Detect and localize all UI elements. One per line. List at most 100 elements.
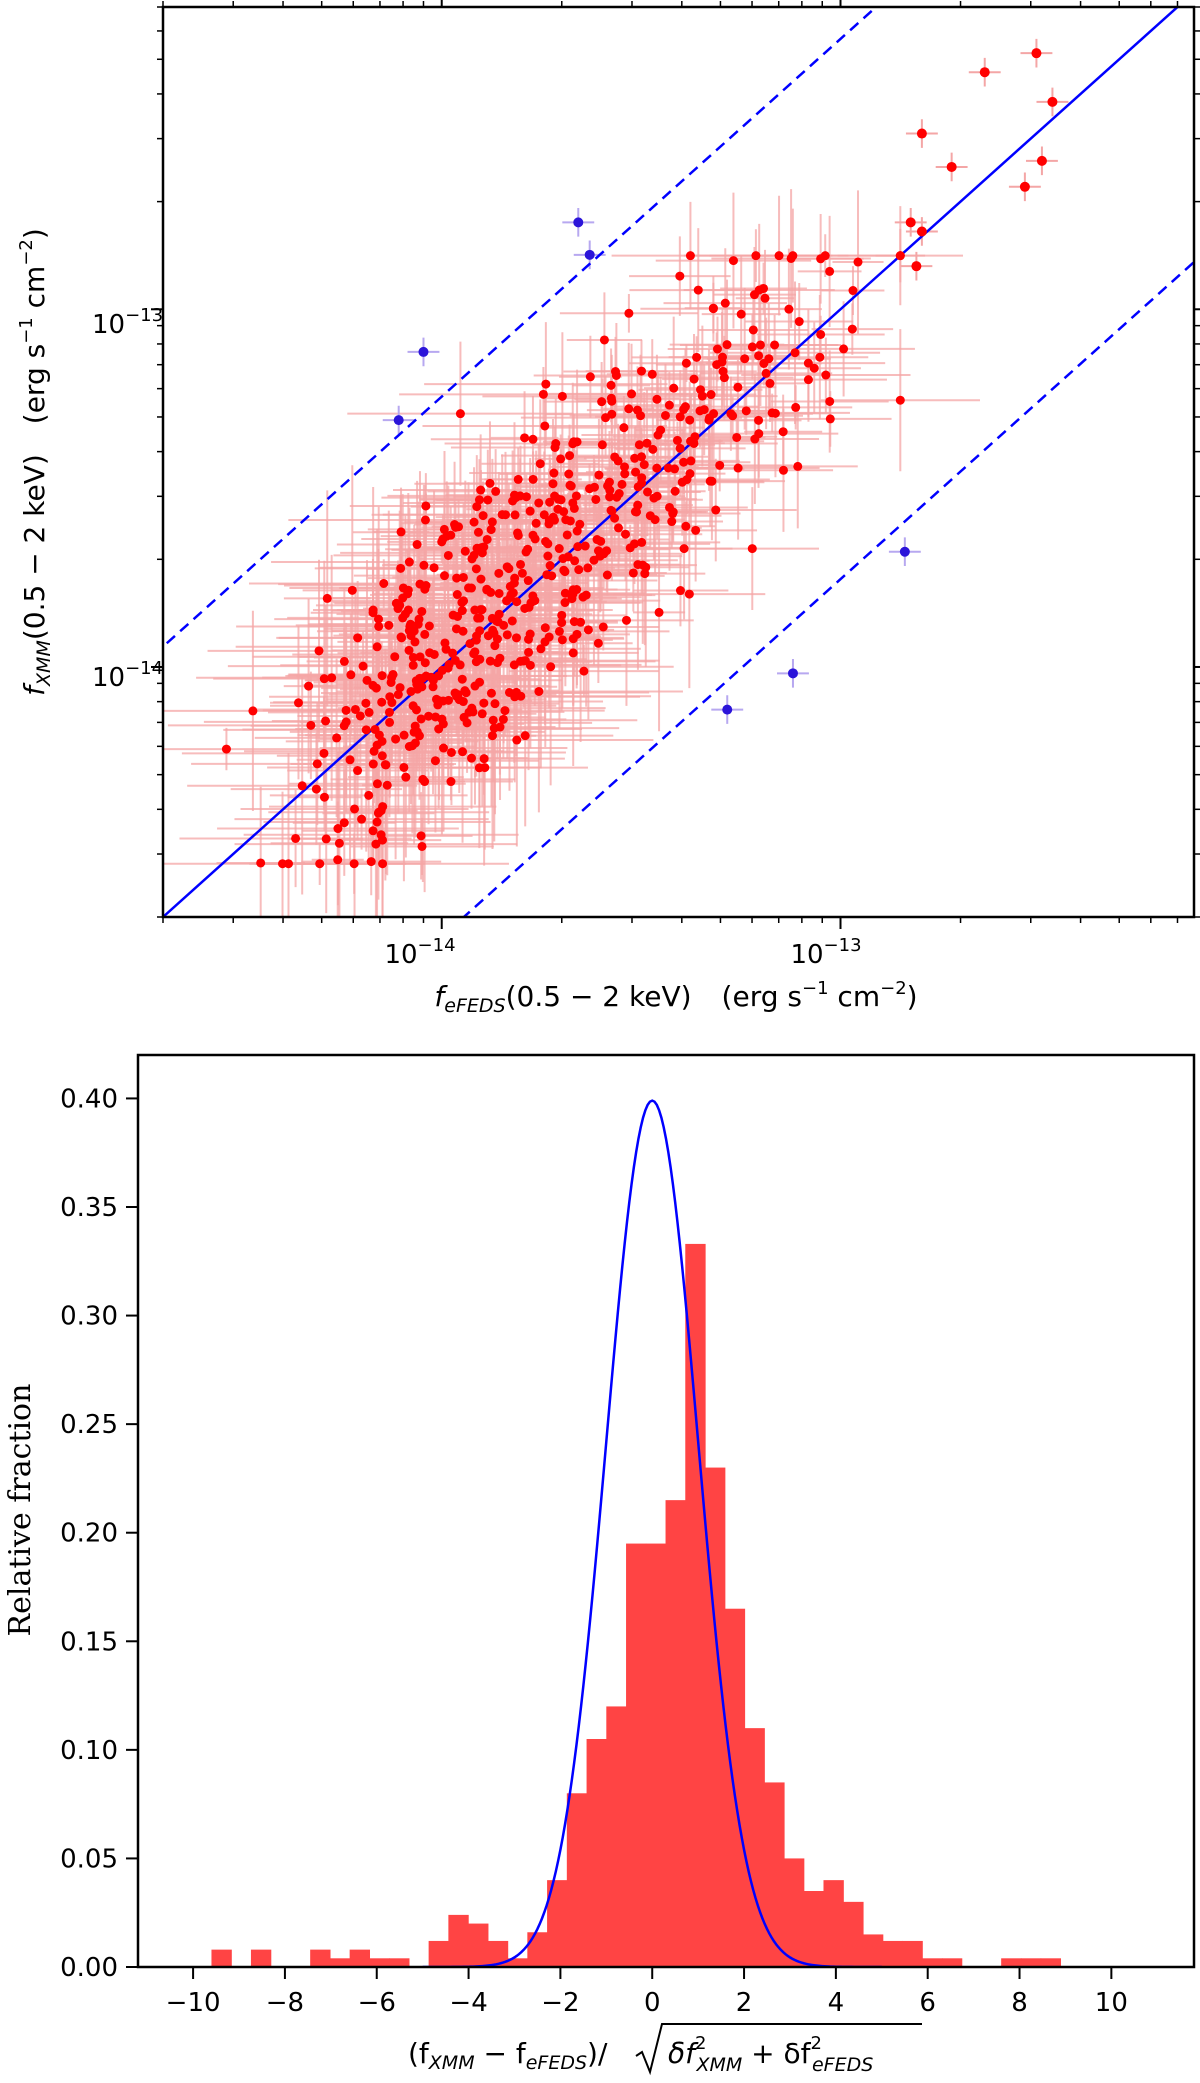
histogram-bar — [389, 1958, 410, 1967]
data-point — [554, 544, 564, 554]
data-point — [594, 470, 604, 480]
data-point — [471, 564, 481, 574]
data-point — [578, 592, 588, 602]
data-point — [825, 414, 835, 424]
scatter-y-axis-label: fXMM(0.5 − 2 keV)(erg s−1 cm−2) — [16, 228, 55, 696]
data-point — [370, 724, 380, 734]
data-point — [416, 831, 426, 841]
data-point — [528, 474, 538, 484]
data-point — [417, 606, 427, 616]
y-tick-label: 0.15 — [60, 1627, 118, 1657]
data-point — [551, 439, 561, 449]
data-point — [358, 661, 368, 671]
data-point — [916, 226, 927, 237]
data-point — [568, 648, 578, 658]
data-point — [670, 486, 680, 496]
reference-lines — [163, 7, 1194, 917]
data-point — [733, 382, 743, 392]
data-point — [728, 256, 738, 266]
data-point — [684, 589, 694, 599]
data-point — [452, 590, 462, 600]
histogram-panel: −10 −8 −6 −4 −2 0 2 4 6 8 10 0.000.050.100.150.200… — [3, 1053, 1196, 2076]
histogram-bar — [1040, 1958, 1061, 1967]
data-point — [598, 622, 608, 632]
histogram-bar — [329, 1958, 351, 1967]
data-point — [621, 529, 631, 539]
data-point — [599, 335, 609, 345]
histogram-bar — [823, 1880, 844, 1967]
data-point — [520, 731, 530, 741]
histogram-bar — [211, 1949, 232, 1967]
data-point — [334, 838, 344, 848]
data-point — [399, 730, 409, 740]
data-point — [401, 772, 411, 782]
data-point — [803, 375, 813, 385]
x-tick-label: −8 — [266, 1988, 304, 2018]
x-tick-label: 8 — [1011, 1988, 1028, 2018]
outlier-point — [418, 346, 429, 357]
data-point — [347, 585, 357, 595]
data-point — [636, 366, 646, 376]
data-point — [353, 766, 363, 776]
y-tick-label: 0.10 — [60, 1736, 118, 1766]
histogram-x-tick-labels: −10 −8 −6 −4 −2 0 2 4 6 8 10 — [166, 1988, 1128, 2018]
data-point — [693, 285, 703, 295]
data-point — [607, 506, 617, 516]
data-point — [374, 614, 384, 624]
data-point — [747, 544, 757, 554]
data-point — [450, 655, 460, 665]
data-point — [516, 559, 526, 569]
data-point — [754, 351, 764, 361]
histogram-bar — [803, 1891, 825, 1967]
line-lower-factor-5 — [461, 260, 1194, 917]
data-point — [583, 625, 593, 635]
data-point — [689, 438, 699, 448]
data-point — [415, 652, 425, 662]
data-point — [391, 734, 401, 744]
data-point — [458, 747, 468, 757]
data-point — [416, 714, 426, 724]
data-point — [366, 857, 376, 867]
data-point — [476, 485, 486, 495]
histogram-bar — [606, 1706, 627, 1967]
data-point — [368, 680, 378, 690]
histogram-bar — [626, 1543, 647, 1967]
data-point — [767, 408, 777, 418]
data-point — [553, 504, 563, 514]
data-point — [377, 751, 387, 761]
data-point — [760, 293, 770, 303]
data-point — [458, 626, 468, 636]
data-point — [704, 413, 714, 423]
data-point — [597, 440, 607, 450]
data-point — [620, 462, 630, 472]
data-point — [420, 515, 430, 525]
data-point — [429, 563, 439, 573]
x-tick-label: 0 — [644, 1988, 661, 2018]
data-point — [535, 459, 545, 469]
data-point — [574, 565, 584, 575]
data-point — [452, 573, 462, 583]
data-point — [791, 402, 801, 412]
data-point — [357, 814, 367, 824]
data-point — [543, 551, 553, 561]
data-point — [458, 697, 468, 707]
scatter-axis-ticks — [151, 0, 1200, 929]
data-point — [475, 626, 485, 636]
line-upper-factor-5 — [163, 7, 878, 649]
data-point — [847, 324, 857, 334]
histogram-bar — [566, 1793, 588, 1967]
data-point — [312, 759, 322, 769]
data-point — [439, 743, 449, 753]
data-point — [848, 286, 858, 296]
data-point — [560, 588, 570, 598]
data-point — [748, 325, 758, 335]
data-point — [565, 480, 575, 490]
data-point — [417, 841, 427, 851]
data-point — [396, 563, 406, 573]
data-point — [341, 705, 351, 715]
data-point — [350, 704, 360, 714]
data-point — [395, 600, 405, 610]
data-point — [517, 568, 527, 578]
data-point — [339, 818, 349, 828]
data-point — [550, 491, 560, 501]
